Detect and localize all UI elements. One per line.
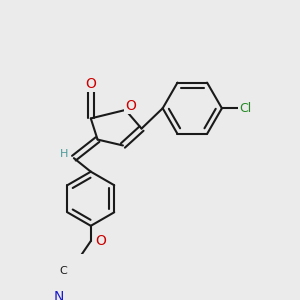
Text: C: C [59, 266, 67, 277]
Text: N: N [53, 290, 64, 300]
Text: Cl: Cl [239, 102, 252, 115]
Text: O: O [95, 234, 106, 248]
Text: O: O [125, 99, 136, 113]
Text: H: H [59, 149, 68, 159]
Text: O: O [85, 77, 96, 91]
